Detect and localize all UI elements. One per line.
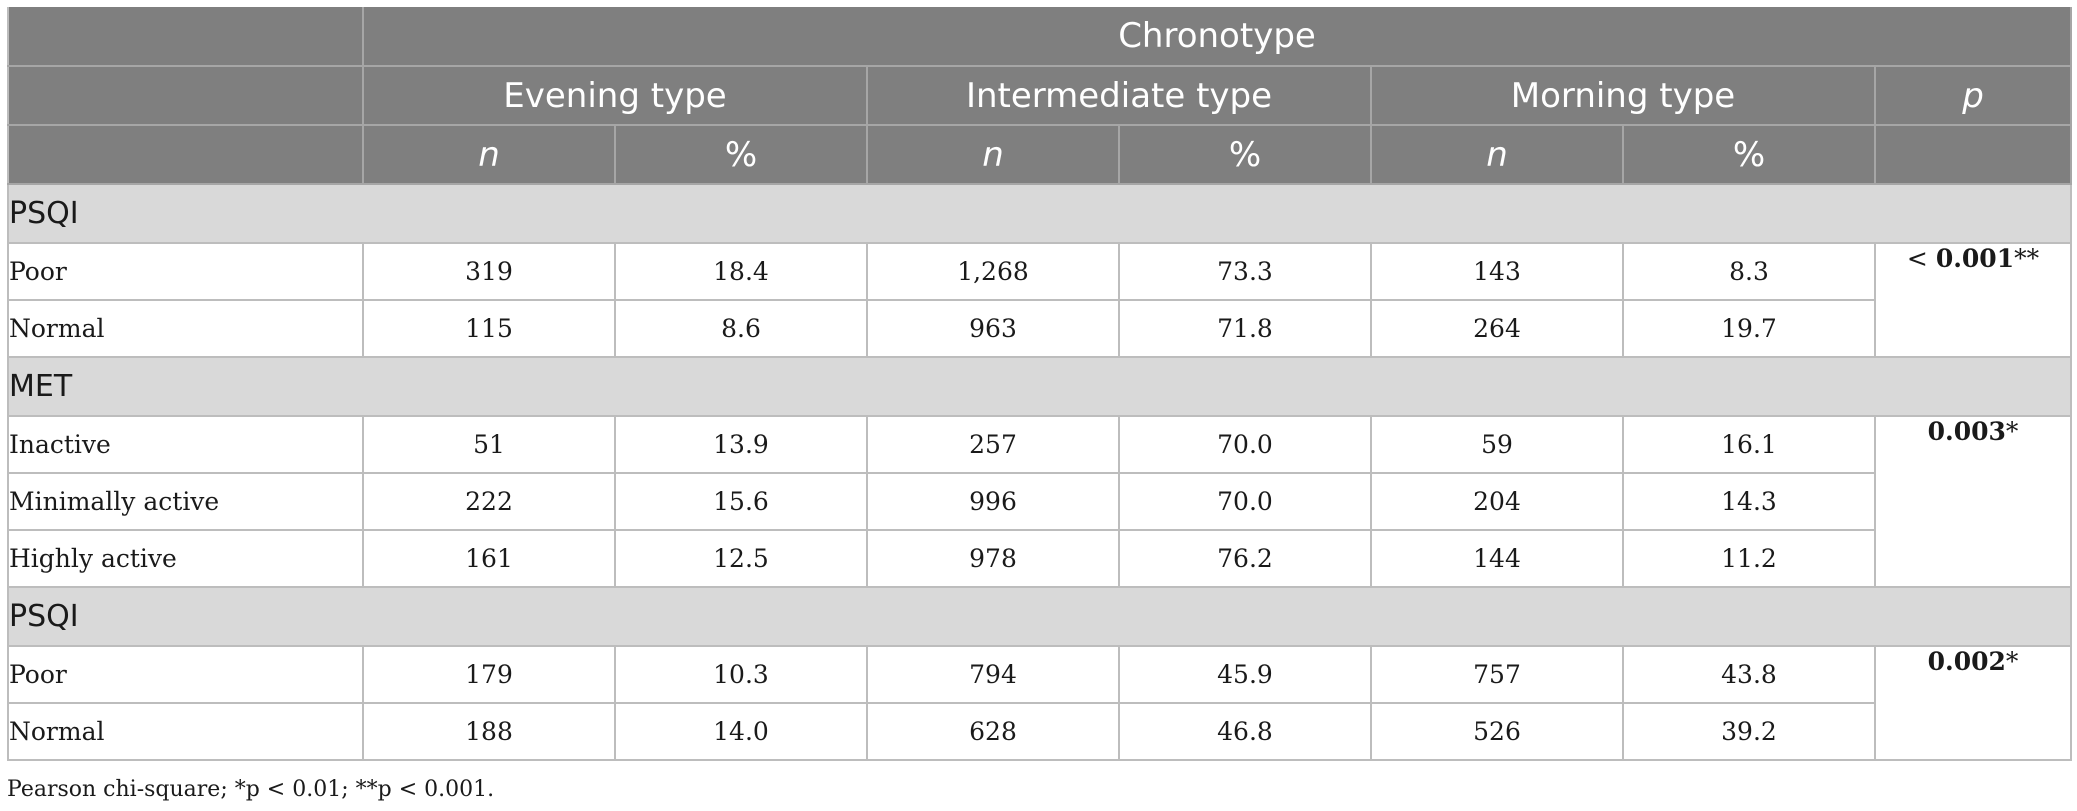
table-row: Normal 188 14.0 628 46.8 526 39.2 (8, 703, 2071, 761)
count-cell: 963 (867, 300, 1120, 358)
percent-cell: 45.9 (1119, 646, 1372, 704)
evening-n-header: n (363, 125, 616, 185)
section-row: MET (8, 356, 2072, 417)
row-label: Poor (8, 243, 364, 301)
count-cell: 628 (867, 703, 1120, 761)
table-row: Minimally active 222 15.6 996 70.0 204 14.3 (8, 473, 2071, 531)
percent-cell: 10.3 (615, 646, 868, 704)
table-body: PSQI Poor 319 18.4 1,268 73.3 143 8.3 < 0.001** N… (8, 183, 2073, 761)
percent-cell: 18.4 (615, 243, 868, 301)
evening-type-header: Evening type (363, 66, 868, 126)
percent-cell: 12.5 (615, 530, 868, 588)
percent-cell: 70.0 (1119, 416, 1372, 474)
count-cell: 188 (363, 703, 616, 761)
percent-cell: 73.3 (1119, 243, 1372, 301)
percent-cell: 15.6 (615, 473, 868, 531)
percent-cell: 14.3 (1623, 473, 1876, 531)
count-cell: 996 (867, 473, 1120, 531)
count-cell: 161 (363, 530, 616, 588)
p-value-prefix: < (1906, 244, 1936, 273)
percent-cell: 19.7 (1623, 300, 1876, 358)
header-corner (8, 125, 364, 185)
percent-cell: 76.2 (1119, 530, 1372, 588)
count-cell: 757 (1371, 646, 1624, 704)
p-value: 0.001 (1935, 244, 2015, 273)
count-cell: 264 (1371, 300, 1624, 358)
p-value-significance: ** (2014, 244, 2040, 273)
table-row: Poor 179 10.3 794 45.9 757 43.8 0.002* (8, 646, 2073, 761)
chronotype-table: Chronotype Evening type Intermediate typ… (7, 7, 2073, 761)
chronotype-header: Chronotype (363, 7, 2073, 67)
percent-cell: 11.2 (1623, 530, 1876, 588)
row-label: Poor (8, 646, 364, 704)
count-cell: 115 (363, 300, 616, 358)
header-row-subcols: n % n % n % (8, 125, 2073, 185)
morning-pct-header: % (1623, 125, 1876, 185)
percent-cell: 8.3 (1623, 243, 1876, 301)
section-row: PSQI (8, 586, 2072, 647)
section-title: PSQI (8, 183, 2072, 244)
row-label: Normal (8, 703, 364, 761)
percent-cell: 8.6 (615, 300, 868, 358)
p-header: p (1875, 66, 2073, 126)
table-row: Poor 319 18.4 1,268 73.3 143 8.3 < 0.001** (8, 243, 2073, 358)
count-cell: 526 (1371, 703, 1624, 761)
percent-cell: 13.9 (615, 416, 868, 474)
count-cell: 978 (867, 530, 1120, 588)
p-value-significance: * (2005, 647, 2019, 676)
row-label: Minimally active (8, 473, 364, 531)
percent-cell: 39.2 (1623, 703, 1876, 761)
row-label: Highly active (8, 530, 364, 588)
p-subheader (1875, 125, 2073, 185)
count-cell: 59 (1371, 416, 1624, 474)
percent-cell: 71.8 (1119, 300, 1372, 358)
p-value: 0.002 (1927, 647, 2006, 676)
header-row-group: Chronotype (8, 7, 2073, 67)
count-cell: 51 (363, 416, 616, 474)
intermediate-n-header: n (867, 125, 1120, 185)
section-title: MET (8, 356, 2072, 417)
p-value-significance: * (2005, 417, 2019, 446)
header-corner (8, 7, 364, 67)
intermediate-pct-header: % (1119, 125, 1372, 185)
percent-cell: 43.8 (1623, 646, 1876, 704)
row-label: Normal (8, 300, 364, 358)
section-row: PSQI (8, 183, 2072, 244)
count-cell: 257 (867, 416, 1120, 474)
header-row-types: Evening type Intermediate type Morning t… (8, 66, 2073, 126)
count-cell: 204 (1371, 473, 1624, 531)
percent-cell: 46.8 (1119, 703, 1372, 761)
count-cell: 794 (867, 646, 1120, 704)
table-row: Normal 115 8.6 963 71.8 264 19.7 (8, 300, 2071, 358)
header-corner (8, 66, 364, 126)
p-value-cell: 0.003* (1875, 416, 2073, 588)
count-cell: 144 (1371, 530, 1624, 588)
table-footnote: Pearson chi-square; *p < 0.01; **p < 0.0… (7, 777, 495, 802)
count-cell: 319 (363, 243, 616, 301)
percent-cell: 14.0 (615, 703, 868, 761)
intermediate-type-header: Intermediate type (867, 66, 1372, 126)
section-title: PSQI (8, 586, 2072, 647)
percent-cell: 70.0 (1119, 473, 1372, 531)
p-value: 0.003 (1927, 417, 2006, 446)
p-value-cell: 0.002* (1875, 646, 2073, 761)
table-row: Highly active 161 12.5 978 76.2 144 11.2 (8, 530, 2071, 588)
p-value-cell: < 0.001** (1875, 243, 2073, 358)
percent-cell: 16.1 (1623, 416, 1876, 474)
morning-n-header: n (1371, 125, 1624, 185)
table-row: Inactive 51 13.9 257 70.0 59 16.1 0.003* (8, 416, 2073, 588)
count-cell: 179 (363, 646, 616, 704)
count-cell: 143 (1371, 243, 1624, 301)
count-cell: 1,268 (867, 243, 1120, 301)
evening-pct-header: % (615, 125, 868, 185)
morning-type-header: Morning type (1371, 66, 1876, 126)
row-label: Inactive (8, 416, 364, 474)
count-cell: 222 (363, 473, 616, 531)
